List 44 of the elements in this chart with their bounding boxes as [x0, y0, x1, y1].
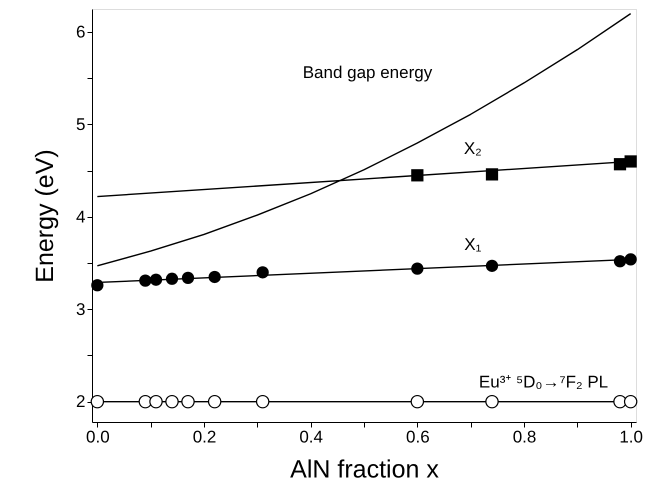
- point: [486, 168, 498, 181]
- y-tick-label: 5: [76, 114, 86, 134]
- y-tick-label: 3: [76, 300, 86, 319]
- point: [411, 169, 424, 182]
- y-tick-label: 6: [76, 22, 86, 42]
- x-tick-label: 0.4: [299, 428, 323, 446]
- point: [613, 394, 627, 408]
- y-axis-title: Energy (eV): [31, 149, 60, 283]
- point: [138, 394, 152, 408]
- point: [624, 155, 637, 168]
- y-tick-label: 4: [76, 207, 86, 226]
- point: [150, 274, 162, 286]
- x-axis-title: AlN fraction x: [290, 456, 440, 484]
- series-label: X₁: [464, 235, 482, 254]
- series-label: X₂: [464, 138, 482, 158]
- series-label: Eu³⁺ ⁵D₀→⁷F₂ PL: [478, 372, 608, 392]
- text: Band gap energy: [302, 62, 433, 82]
- point: [624, 253, 637, 266]
- x-tick-label: 0.8: [512, 428, 536, 446]
- point: [614, 158, 626, 170]
- y-tick-label: 2: [76, 392, 86, 412]
- point: [90, 394, 104, 408]
- point: [256, 394, 270, 408]
- x-tick-label: 0.0: [86, 428, 110, 446]
- point: [485, 394, 499, 408]
- x-tick-label: 0.6: [406, 428, 430, 446]
- point: [256, 266, 269, 278]
- point: [139, 274, 152, 287]
- point: [614, 255, 626, 268]
- point: [486, 260, 498, 272]
- point: [410, 394, 424, 408]
- point: [149, 394, 163, 408]
- point: [181, 394, 195, 408]
- line-series: [96, 12, 632, 267]
- point: [208, 270, 221, 284]
- point: [624, 394, 638, 408]
- point: [166, 272, 178, 285]
- x-tick-label: 0.2: [192, 428, 216, 446]
- point: [208, 394, 222, 408]
- x-tick-label: 1.0: [619, 428, 643, 446]
- point: [165, 394, 179, 408]
- point: [91, 279, 104, 292]
- point: [411, 262, 424, 275]
- point: [182, 272, 194, 284]
